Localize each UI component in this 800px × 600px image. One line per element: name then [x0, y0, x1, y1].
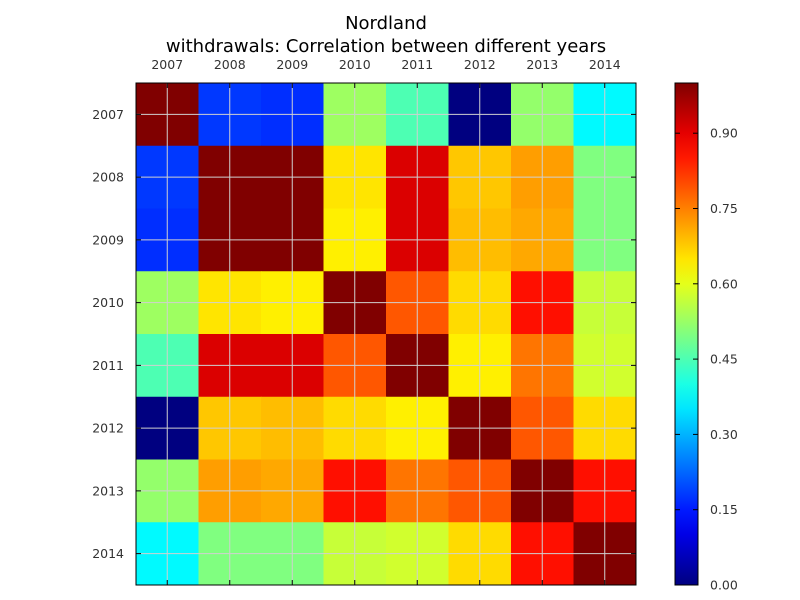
- chart-subtitle: withdrawals: Correlation between differe…: [166, 36, 606, 57]
- x-tick-label-2009: 2009: [276, 57, 308, 72]
- y-tick-label-2008: 2008: [92, 170, 124, 185]
- x-tick-label-2011: 2011: [401, 57, 433, 72]
- heatmap-gridlines: [136, 83, 636, 585]
- colorbar-tick-label-0.00: 0.00: [710, 578, 738, 593]
- colorbar: [674, 82, 699, 586]
- colorbar-axis: 0.00 0.15 0.30 0.45 0.60 0.75 0.90: [675, 126, 738, 593]
- x-axis: 2007 2008 2009 2010 2011 2012 2013 2014: [151, 57, 621, 585]
- colorbar-tick-label-0.30: 0.30: [710, 427, 738, 442]
- y-tick-label-2013: 2013: [92, 483, 124, 498]
- y-axis: 2007 2008 2009 2010 2011 2012 2013 2014: [92, 107, 636, 561]
- x-tick-label-2010: 2010: [339, 57, 371, 72]
- heatmap-cells: [136, 83, 637, 586]
- x-tick-label-2007: 2007: [151, 57, 183, 72]
- y-tick-label-2012: 2012: [92, 421, 124, 436]
- y-tick-label-2009: 2009: [92, 232, 124, 247]
- x-tick-label-2008: 2008: [214, 57, 246, 72]
- colorbar-tick-label-0.60: 0.60: [710, 276, 738, 291]
- plot-frame: [135, 82, 637, 586]
- x-tick-label-2012: 2012: [464, 57, 496, 72]
- colorbar-tick-label-0.45: 0.45: [710, 352, 738, 367]
- x-tick-label-2013: 2013: [526, 57, 558, 72]
- x-tick-label-2014: 2014: [589, 57, 621, 72]
- y-tick-label-2010: 2010: [92, 295, 124, 310]
- colorbar-tick-label-0.15: 0.15: [710, 502, 738, 517]
- y-tick-label-2007: 2007: [92, 107, 124, 122]
- colorbar-tick-label-0.90: 0.90: [710, 126, 738, 141]
- colorbar-tick-label-0.75: 0.75: [710, 201, 738, 216]
- chart-title: Nordland: [345, 13, 427, 34]
- y-tick-label-2011: 2011: [92, 358, 124, 373]
- y-tick-label-2014: 2014: [92, 546, 124, 561]
